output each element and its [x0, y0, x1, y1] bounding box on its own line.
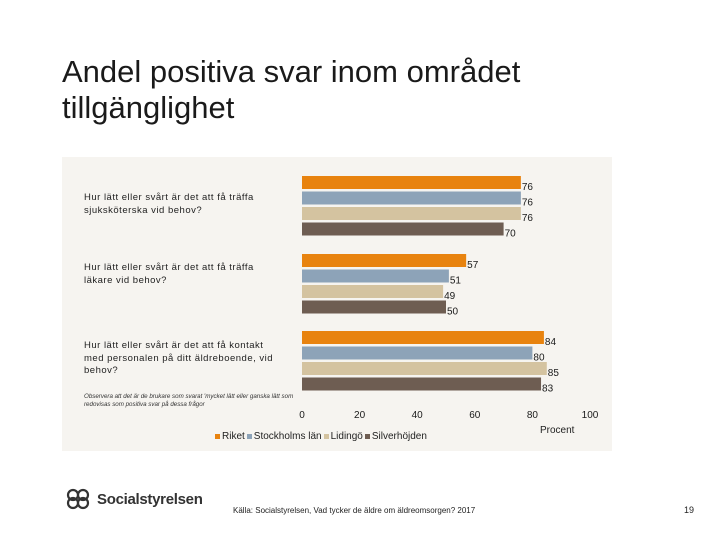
question-label-2: Hur lätt eller svårt är det att få träff… — [84, 262, 254, 286]
page-title: Andel positiva svar inom området tillgän… — [62, 54, 521, 125]
socialstyrelsen-logo-icon — [66, 488, 90, 510]
footer-logo: Socialstyrelsen — [65, 488, 203, 510]
legend-item: Stockholms län — [246, 431, 322, 442]
chart-legend: Riket Stockholms län Lidingö Silverhöjden — [215, 431, 429, 442]
legend-swatch — [215, 433, 220, 439]
source-text: Källa: Socialstyrelsen, Vad tycker de äl… — [233, 506, 476, 515]
legend-item: Lidingö — [323, 431, 363, 442]
question-label-1: Hur lätt eller svårt är det att få träff… — [84, 192, 254, 216]
legend-label: Riket — [222, 431, 245, 442]
logo-text: Socialstyrelsen — [97, 490, 203, 508]
legend-label: Stockholms län — [253, 431, 322, 442]
legend-item: Riket — [215, 431, 245, 442]
legend-label: Lidingö — [330, 431, 363, 442]
legend-swatch — [246, 433, 252, 439]
chart-note: Observera att det är de brukare som svar… — [84, 393, 294, 408]
legend-swatch — [323, 433, 329, 439]
x-axis-label: Procent — [540, 425, 575, 436]
question-label-3: Hur lätt eller svårt är det att få konta… — [84, 340, 274, 376]
page-number: 19 — [684, 505, 695, 515]
legend-item: Silverhöjden — [364, 431, 427, 442]
legend-label: Silverhöjden — [371, 431, 427, 442]
legend-swatch — [364, 433, 370, 439]
